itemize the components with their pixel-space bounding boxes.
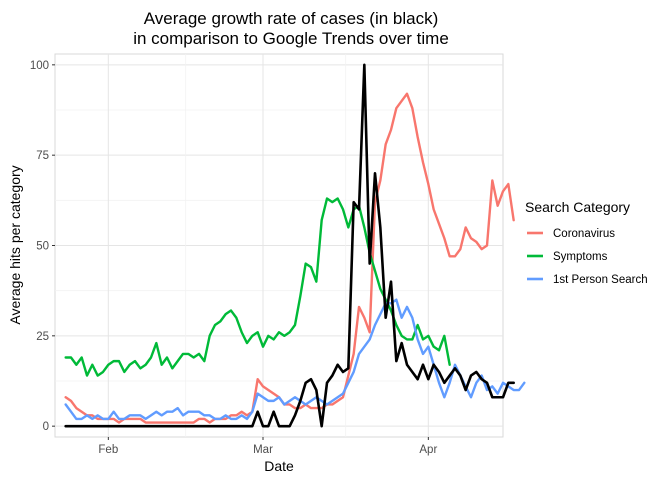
y-tick-label: 75 — [36, 150, 49, 162]
series-line-coronavirus — [64, 92, 515, 424]
y-tick-label: 50 — [36, 241, 49, 253]
series-line-growth-rate-of-cases — [64, 63, 515, 428]
series-line-1st-person-search — [64, 298, 526, 421]
chart-title-line-1: Average growth rate of cases (in black) — [144, 9, 439, 28]
y-axis-ticks: 0 25 50 75 100 — [30, 60, 55, 433]
legend: Search Category Coronavirus Symptoms 1st P… — [525, 199, 648, 286]
x-tick-label: Apr — [419, 444, 437, 456]
chart-title-line-2: in comparison to Google Trends over time — [133, 29, 449, 48]
x-axis-ticks: Feb Mar Apr — [98, 437, 437, 456]
y-tick-label: 100 — [30, 60, 49, 72]
x-axis-label: Date — [264, 458, 294, 474]
series-lines — [64, 63, 526, 428]
legend-label-coronavirus: Coronavirus — [553, 228, 615, 240]
y-tick-label: 0 — [43, 421, 49, 433]
x-tick-label: Mar — [253, 444, 273, 456]
legend-label-symptoms: Symptoms — [553, 251, 608, 263]
legend-label-1st-person-search: 1st Person Search — [553, 274, 648, 286]
x-tick-label: Feb — [98, 444, 118, 456]
legend-title: Search Category — [525, 199, 630, 215]
y-axis-label: Average hits per category — [7, 165, 23, 324]
y-tick-label: 25 — [36, 331, 49, 343]
